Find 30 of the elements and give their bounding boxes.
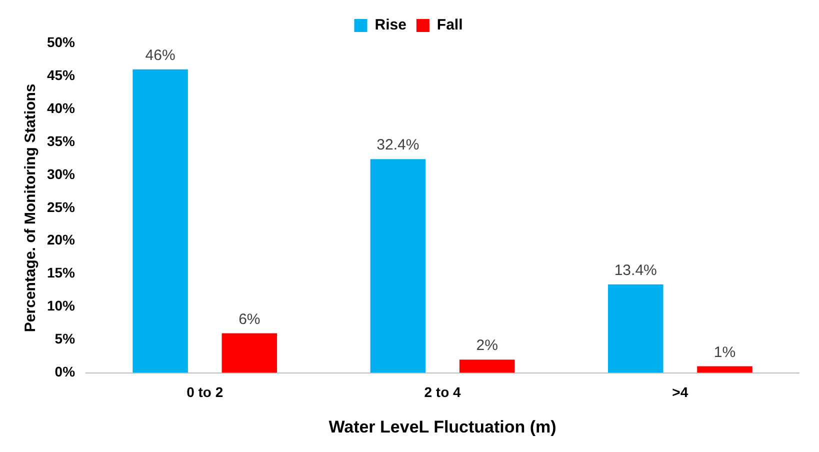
y-tick-label: 50% <box>46 34 76 50</box>
x-tick-label: 0 to 2 <box>186 384 224 400</box>
y-tick-label: 45% <box>46 66 76 83</box>
y-tick-label: 15% <box>46 264 76 281</box>
y-tick-label: 20% <box>46 232 76 248</box>
data-label: 6% <box>238 310 260 328</box>
data-label: 1% <box>714 344 736 361</box>
y-tick-label: 35% <box>46 132 76 149</box>
data-label: 13.4% <box>614 262 657 280</box>
legend-label: Fall <box>436 16 463 34</box>
y-tick-label: 40% <box>46 100 76 116</box>
bar <box>370 159 426 373</box>
bar <box>697 366 752 373</box>
y-tick-label: 25% <box>46 198 76 215</box>
x-axis-title: Water LeveL Fluctuation (m) <box>328 417 556 436</box>
y-tick-label: 0% <box>54 364 76 380</box>
x-tick-label: 2 to 4 <box>424 384 461 400</box>
y-tick-label: 5% <box>54 330 76 347</box>
data-label: 2% <box>476 337 498 354</box>
bar <box>132 69 188 373</box>
bar <box>459 360 515 373</box>
data-label: 46% <box>145 47 176 64</box>
bar <box>222 333 278 373</box>
x-tick-label: >4 <box>672 384 688 400</box>
y-tick-label: 30% <box>46 166 76 182</box>
y-tick-label: 10% <box>46 298 76 314</box>
legend-label: Rise <box>374 16 406 34</box>
data-label: 32.4% <box>376 136 420 154</box>
bar <box>608 284 664 373</box>
y-axis-title: Percentage. of Monitoring Stations <box>22 84 40 332</box>
